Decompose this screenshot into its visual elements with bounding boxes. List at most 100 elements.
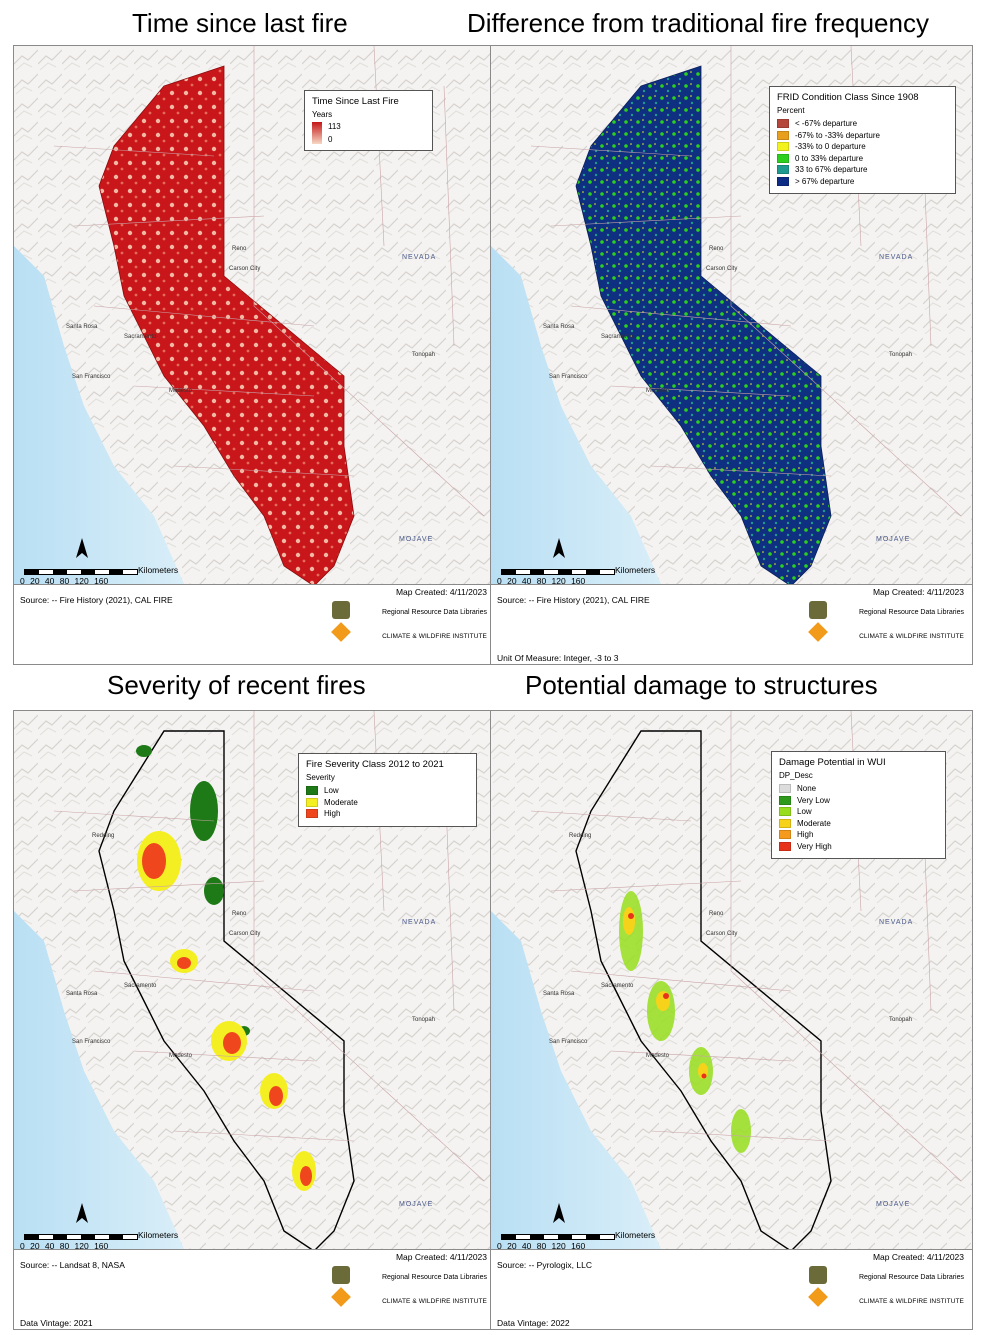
rrdl-label: Regional Resource Data Libraries (381, 609, 487, 616)
scale-ticks: 0 20 40 80 120 160 (497, 1241, 586, 1251)
north-arrow-icon (553, 538, 565, 560)
legend-item-label: -33% to 0 departure (795, 142, 866, 152)
title-potential-damage: Potential damage to structures (525, 670, 878, 700)
legend-subtitle: Severity (306, 773, 335, 782)
label-modesto: Modesto (169, 388, 193, 394)
label-mojave: MOJAVE (399, 1201, 434, 1208)
data-vintage-text: Data Vintage: 2021 (20, 1318, 93, 1328)
scale-bar: Kilometers 0 20 40 80 120 160 (497, 1230, 697, 1258)
map-footer: Source: -- Pyrologix, LLC Data Vintage: … (491, 1249, 972, 1329)
legend-item-label: > 67% departure (795, 176, 855, 186)
label-mojave: MOJAVE (876, 536, 911, 543)
map-created-date: Map Created: 4/11/2023 (872, 587, 964, 597)
legend-color-ramp (312, 122, 322, 144)
legend-item: 0 to 33% departure (777, 153, 947, 165)
map-created-date: Map Created: 4/11/2023 (395, 587, 487, 597)
legend-item: Moderate (306, 797, 468, 809)
scale-units: Kilometers (615, 1230, 656, 1240)
legend-title: Fire Severity Class 2012 to 2021 (306, 759, 444, 770)
legend-subtitle: Percent (777, 106, 805, 115)
legend-item: < -67% departure (777, 118, 947, 130)
label-tonopah: Tonopah (889, 352, 913, 358)
legend-item: None (779, 783, 937, 795)
title-time-since-last-fire: Time since last fire (132, 8, 348, 38)
legend-item-label: Very Low (797, 795, 830, 805)
map-panel-frid: NEVADA Reno Carson City Santa Rosa Sacra… (490, 45, 973, 665)
legend-item: Very Low (779, 795, 937, 807)
label-santa-rosa: Santa Rosa (543, 324, 575, 330)
label-santa-rosa: Santa Rosa (66, 324, 98, 330)
label-nevada: NEVADA (879, 919, 914, 926)
legend-frid: FRID Condition Class Since 1908 Percent … (769, 86, 956, 194)
label-sacramento: Sacramento (124, 334, 157, 340)
legend-swatch (306, 786, 318, 796)
label-sacramento: Sacramento (124, 983, 157, 989)
rrdl-label: Regional Resource Data Libraries (858, 1274, 964, 1281)
label-tonopah: Tonopah (412, 352, 436, 358)
legend-swatch (777, 119, 789, 129)
scale-units: Kilometers (138, 1230, 179, 1240)
source-text: Source: -- Landsat 8, NASA (20, 1260, 125, 1270)
legend-subtitle: Years (312, 110, 333, 119)
legend-item: High (779, 829, 937, 841)
label-nevada: NEVADA (402, 254, 437, 261)
cwi-logo-icon (331, 622, 351, 642)
scale-ticks: 0 20 40 80 120 160 (20, 1241, 109, 1251)
rrdl-logo-icon (809, 601, 827, 619)
label-carson-city: Carson City (229, 931, 261, 937)
label-tonopah: Tonopah (889, 1017, 913, 1023)
legend-item: Low (306, 785, 468, 797)
label-carson-city: Carson City (229, 266, 261, 272)
label-redding: Redding (569, 833, 592, 839)
map-panel-time-since-fire: NEVADA Reno Carson City Santa Rosa Sacra… (13, 45, 496, 665)
label-carson-city: Carson City (706, 931, 738, 937)
scale-ticks: 0 20 40 80 120 160 (497, 576, 586, 586)
source-text: Source: -- Fire History (2021), CAL FIRE (20, 595, 173, 605)
rrdl-logo-icon (332, 601, 350, 619)
cwi-label: CLIMATE & WILDFIRE INSTITUTE (859, 1298, 964, 1305)
label-modesto: Modesto (169, 1053, 193, 1059)
rrdl-logo-icon (809, 1266, 827, 1284)
legend-item-label: Low (324, 786, 339, 796)
label-carson-city: Carson City (706, 266, 738, 272)
legend-item-label: 33 to 67% departure (795, 165, 868, 175)
label-san-francisco: San Francisco (549, 374, 588, 380)
label-san-francisco: San Francisco (72, 374, 111, 380)
legend-time-since-fire: Time Since Last Fire Years 113 0 (304, 90, 433, 151)
map-panel-fire-severity: NEVADA Redding Reno Carson City Santa Ro… (13, 710, 496, 1330)
label-modesto: Modesto (646, 388, 670, 394)
label-mojave: MOJAVE (399, 536, 434, 543)
legend-min-value: 0 (328, 135, 333, 144)
legend-item: 33 to 67% departure (777, 164, 947, 176)
scale-units: Kilometers (138, 565, 179, 575)
label-nevada: NEVADA (402, 919, 437, 926)
label-santa-rosa: Santa Rosa (543, 991, 575, 997)
map-footer: Source: -- Fire History (2021), CAL FIRE… (14, 584, 495, 664)
rrdl-label: Regional Resource Data Libraries (381, 1274, 487, 1281)
legend-item-label: Low (797, 807, 812, 817)
label-santa-rosa: Santa Rosa (66, 991, 98, 997)
rrdl-logo-icon (332, 1266, 350, 1284)
map-created-date: Map Created: 4/11/2023 (872, 1252, 964, 1262)
legend-swatch (777, 142, 789, 152)
cwi-label: CLIMATE & WILDFIRE INSTITUTE (382, 1298, 487, 1305)
label-sacramento: Sacramento (601, 334, 634, 340)
cwi-label: CLIMATE & WILDFIRE INSTITUTE (382, 633, 487, 640)
title-severity-recent-fires: Severity of recent fires (107, 670, 366, 700)
legend-swatch (777, 176, 789, 186)
label-reno: Reno (709, 911, 724, 917)
legend-swatch (306, 809, 318, 819)
label-reno: Reno (709, 246, 724, 252)
scale-ticks: 0 20 40 80 120 160 (20, 576, 109, 586)
label-san-francisco: San Francisco (72, 1039, 111, 1045)
cwi-logo-icon (808, 1287, 828, 1307)
map-panel-damage-potential: NEVADA Redding Reno Carson City Santa Ro… (490, 710, 973, 1330)
legend-item-label: High (797, 830, 814, 840)
legend-item-label: None (797, 784, 817, 794)
legend-swatch (779, 818, 791, 828)
legend-max-value: 113 (328, 122, 341, 131)
legend-item-label: High (324, 809, 341, 819)
data-vintage-text: Data Vintage: 2022 (497, 1318, 570, 1328)
label-sacramento: Sacramento (601, 983, 634, 989)
north-arrow-icon (76, 1203, 88, 1225)
